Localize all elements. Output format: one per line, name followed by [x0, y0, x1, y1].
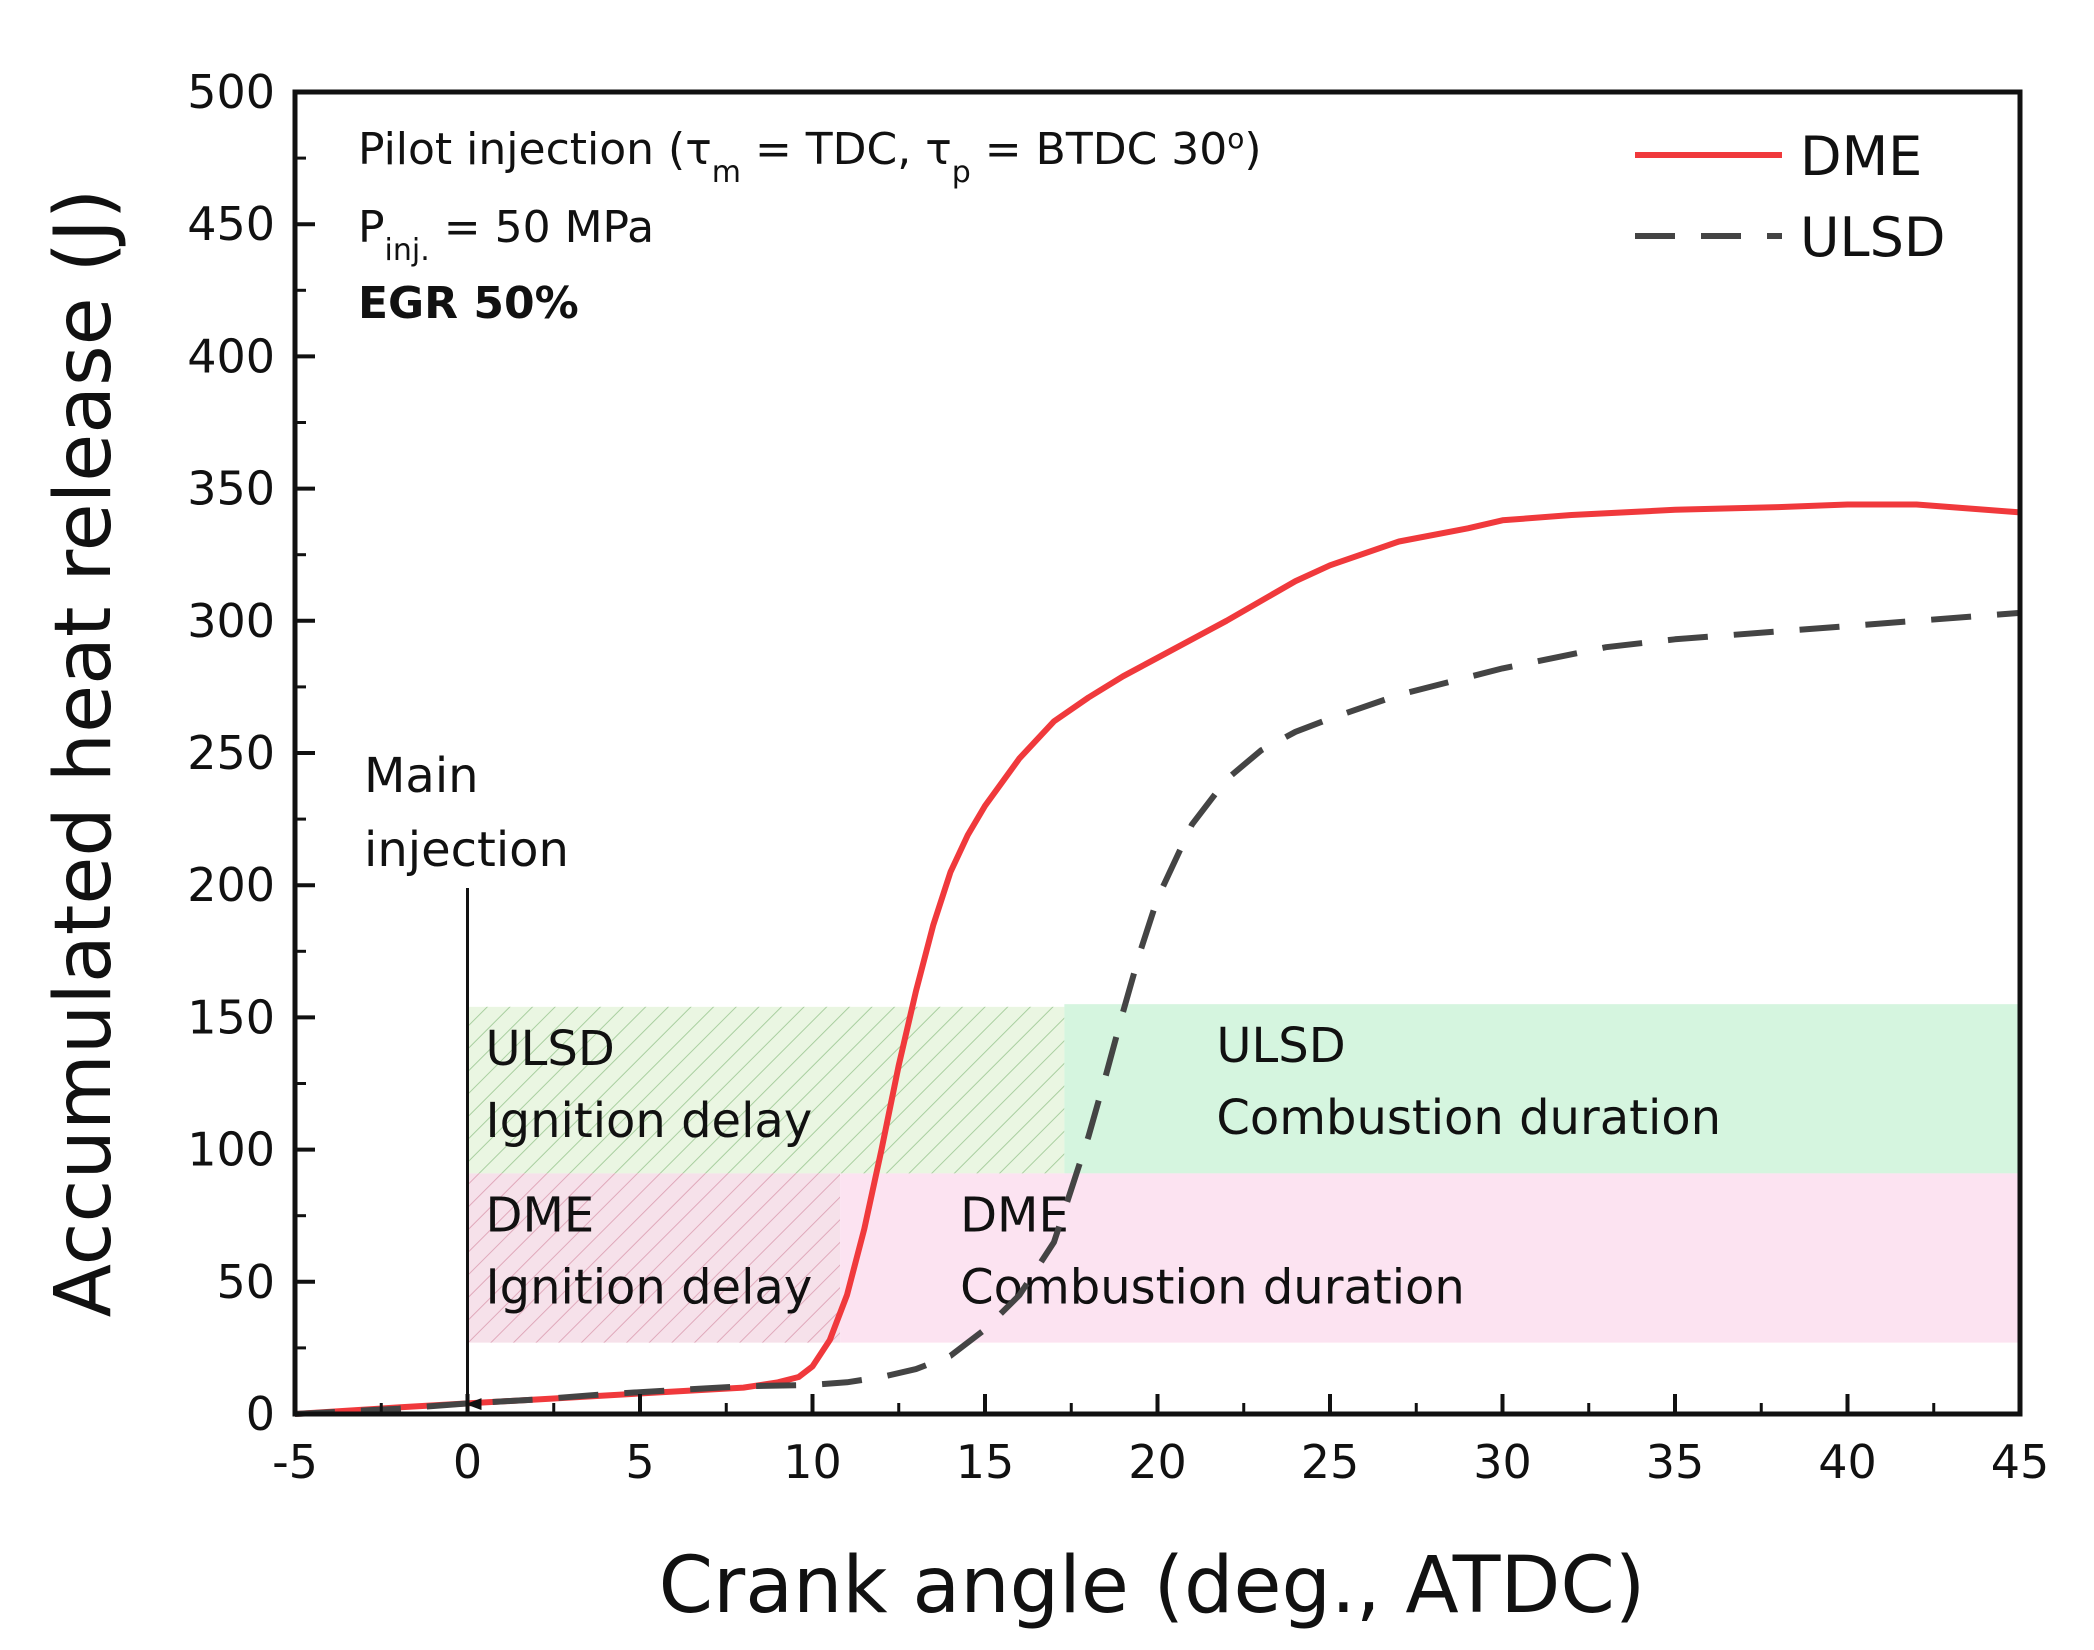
- axis-ticks: -5 0 5 10 15 20 25 30 35 40 4505010015020025030035…: [187, 65, 2049, 1489]
- region-label-ulsd-ignition-delay-line2: Ignition delay: [486, 1093, 813, 1149]
- x-tick-label: 10: [783, 1435, 842, 1489]
- y-tick-label: 100: [187, 1123, 275, 1177]
- x-tick-label: 40: [1818, 1435, 1877, 1489]
- legend-ulsd-label: ULSD: [1800, 206, 1945, 269]
- plot-frame: [292, 89, 2023, 1417]
- x-tick-label: 20: [1128, 1435, 1187, 1489]
- x-tick-label: 45: [1991, 1435, 2050, 1489]
- region-label-dme-ignition-delay-line2: Ignition delay: [486, 1259, 813, 1315]
- y-tick-label: 500: [187, 65, 275, 119]
- series-line-ulsd: [294, 609, 2021, 1417]
- injection-pressure-annotation: Pinj. = 50 MPa: [358, 202, 654, 268]
- region-label-dme-combustion-duration-line1: DME: [960, 1187, 1069, 1243]
- y-tick-label: 250: [187, 726, 275, 780]
- region-ulsd-combustion-duration: [1064, 1004, 2020, 1174]
- shaded-regions: ULSD Ignition delay ULSD Combustion duratio…: [467, 1004, 2020, 1343]
- x-tick-label: 35: [1646, 1435, 1705, 1489]
- y-axis-title: Accumulated heat release (J): [39, 189, 129, 1318]
- region-label-ulsd-combustion-duration-line2: Combustion duration: [1216, 1090, 1721, 1146]
- region-label-ulsd-ignition-delay-line1: ULSD: [486, 1021, 615, 1077]
- y-tick-label: 200: [187, 858, 275, 912]
- region-label-ulsd-combustion-duration-line1: ULSD: [1216, 1018, 1345, 1074]
- x-tick-label: 30: [1473, 1435, 1532, 1489]
- legend-dme-label: DME: [1800, 125, 1922, 188]
- x-tick-label: 5: [625, 1435, 654, 1489]
- region-hatch-ulsd-ignition-delay: [467, 1006, 1065, 1174]
- y-tick-label: 400: [187, 329, 275, 383]
- legend: DME ULSD: [1635, 125, 1945, 269]
- x-tick-label: 25: [1301, 1435, 1360, 1489]
- series-line-dme: [294, 501, 2021, 1417]
- region-dme-combustion-duration: [840, 1173, 2020, 1343]
- y-tick-label: 300: [187, 594, 275, 648]
- region-hatch-dme-ignition-delay: [467, 1173, 841, 1343]
- main-injection-label-line2: injection: [364, 822, 569, 878]
- pilot-injection-annotation: Pilot injection (τm = TDC, τp = BTDC 30o…: [358, 122, 1262, 190]
- egr-annotation: EGR 50%: [358, 278, 579, 329]
- y-tick-label: 0: [246, 1387, 275, 1441]
- x-tick-label: 0: [453, 1435, 482, 1489]
- series-lines: [294, 501, 2021, 1417]
- region-label-dme-ignition-delay-line1: DME: [486, 1187, 595, 1243]
- x-tick-label: -5: [272, 1435, 318, 1489]
- y-tick-label: 350: [187, 462, 275, 516]
- main-injection-label-line1: Main: [364, 748, 479, 804]
- x-axis-title: Crank angle (deg., ATDC): [659, 1541, 1646, 1631]
- y-tick-label: 450: [187, 197, 275, 251]
- y-tick-label: 150: [187, 990, 275, 1044]
- y-tick-label: 50: [216, 1255, 275, 1309]
- x-tick-label: 15: [956, 1435, 1015, 1489]
- region-label-dme-combustion-duration-line2: Combustion duration: [960, 1259, 1465, 1315]
